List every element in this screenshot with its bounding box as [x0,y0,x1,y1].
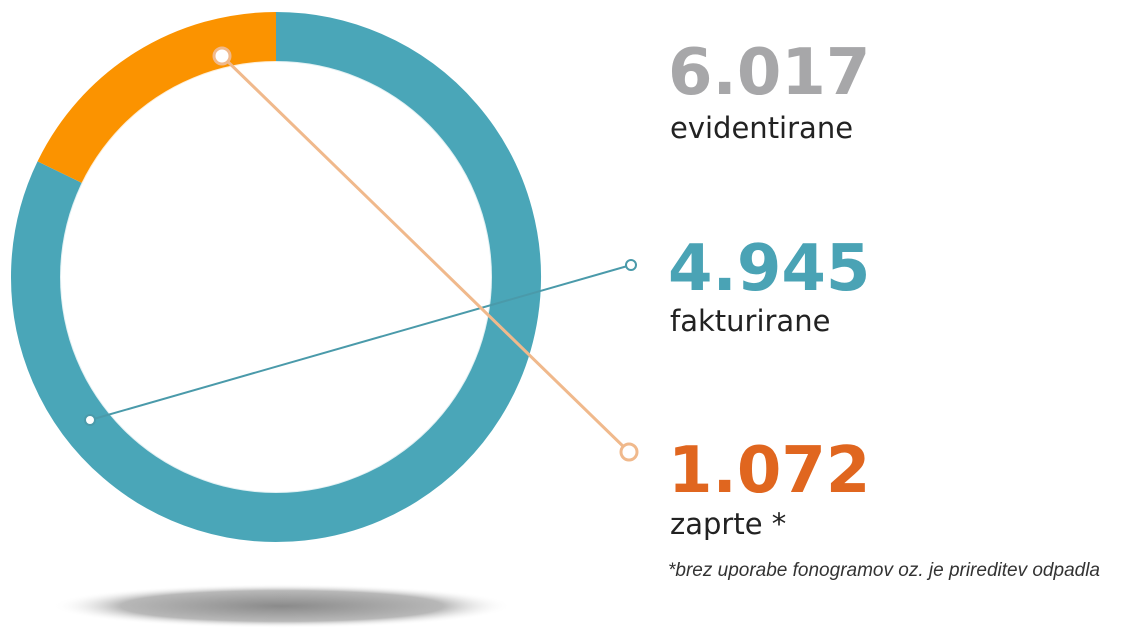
value-label: 1.072 [668,434,870,508]
shadow [52,584,512,628]
total-value: 6.017 [668,36,870,110]
connector-dot [619,442,639,462]
donut-segment [11,12,541,542]
donut [11,12,541,542]
connector-line [220,54,631,454]
connector-dot [625,259,637,271]
connector-dot [212,46,232,66]
connectors [84,46,639,462]
category-label: zaprte * [670,507,786,541]
value-label: 4.945 [668,232,870,306]
category-label: fakturirane [670,304,830,338]
donut-segment [37,12,277,184]
connector-dot [84,414,96,426]
total-name: evidentirane [670,111,853,145]
inner-glow [60,61,492,493]
footnote: *brez uporabe fonogramov oz. je priredit… [668,560,1100,581]
connector-line [89,264,632,421]
